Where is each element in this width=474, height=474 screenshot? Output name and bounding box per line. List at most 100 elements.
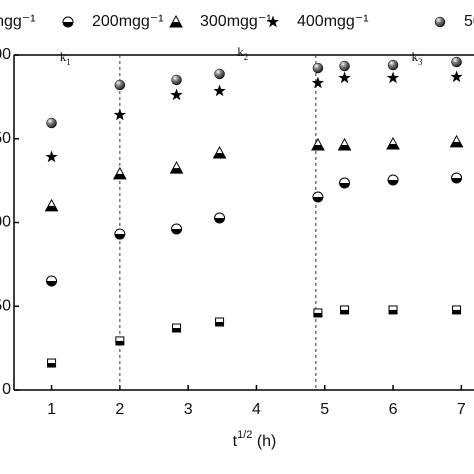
x-tick-label: 7 — [457, 401, 466, 418]
marker-part — [450, 141, 463, 147]
data-point — [214, 212, 226, 224]
y-tick-label: 200 — [0, 46, 11, 63]
marker-part — [170, 22, 182, 27]
marker-part — [313, 312, 322, 317]
x-tick-label: 4 — [252, 401, 261, 418]
marker-part — [387, 143, 400, 149]
label-part: k — [237, 44, 244, 59]
label-part: t — [233, 433, 238, 450]
data-point — [449, 134, 464, 148]
data-point — [212, 145, 227, 159]
marker-part — [46, 280, 57, 286]
marker-part — [114, 79, 126, 91]
data-point — [171, 223, 183, 235]
marker-part — [312, 197, 323, 203]
label-part: 2 — [244, 52, 249, 62]
data-point — [46, 117, 57, 129]
y-tick-label: 100 — [0, 214, 11, 231]
data-point — [337, 137, 352, 151]
marker-part — [113, 173, 126, 179]
legend-entry: 500mgg⁻¹ — [434, 13, 474, 30]
marker-part — [63, 22, 73, 27]
marker-part — [213, 84, 226, 97]
legend-label: 500mgg⁻¹ — [464, 13, 474, 30]
marker-part — [45, 150, 58, 163]
marker-part — [338, 71, 351, 84]
label-part: 1 — [66, 57, 71, 67]
marker-part — [452, 309, 461, 314]
x-tick-label: 5 — [320, 401, 329, 418]
y-tick-label: 150 — [0, 130, 11, 147]
data-point — [387, 174, 399, 186]
data-point — [47, 358, 57, 368]
data-point — [44, 198, 59, 212]
x-tick-label: 6 — [389, 401, 398, 418]
legend-entry: 400mgg⁻¹ — [266, 13, 369, 30]
y-tick-label: 50 — [0, 297, 11, 314]
marker-part — [214, 68, 225, 80]
label-part: 3 — [418, 57, 423, 67]
data-point — [114, 79, 126, 91]
x-tick-label: 2 — [115, 401, 124, 418]
data-point — [451, 56, 462, 68]
marker-part — [386, 71, 400, 84]
data-point — [386, 136, 400, 150]
marker-part — [450, 70, 463, 83]
data-point — [170, 88, 183, 101]
data-point — [172, 323, 182, 333]
data-point — [339, 60, 350, 72]
marker-part — [172, 328, 181, 333]
data-point — [169, 161, 184, 174]
marker-part — [451, 177, 462, 183]
data-point — [311, 137, 325, 151]
marker-part — [338, 144, 351, 150]
data-point — [115, 336, 125, 346]
marker-part — [170, 168, 183, 174]
data-point — [340, 305, 350, 315]
marker-part — [115, 340, 124, 345]
data-point — [214, 68, 225, 80]
marker-part — [171, 74, 182, 86]
marker-part — [311, 76, 325, 89]
marker-part — [451, 56, 462, 68]
data-point — [45, 150, 58, 163]
data-point — [313, 308, 323, 318]
marker-part — [434, 16, 446, 28]
data-point — [387, 59, 399, 71]
marker-part — [339, 182, 350, 188]
marker-part — [45, 205, 58, 211]
annotation: k2 — [237, 44, 248, 62]
data-point — [311, 76, 325, 89]
data-point — [113, 108, 127, 121]
label-part: k — [60, 49, 67, 64]
data-point — [450, 70, 463, 83]
marker-part — [389, 309, 398, 314]
data-point — [452, 305, 462, 315]
legend-label: 200mgg⁻¹ — [92, 13, 164, 30]
marker-part — [388, 179, 399, 185]
marker-part — [46, 117, 57, 129]
legend-label: 300mgg⁻¹ — [200, 13, 272, 30]
marker-part — [312, 62, 324, 74]
data-point — [312, 191, 324, 203]
legend-entry: 100mgg⁻¹ — [0, 13, 36, 30]
marker-part — [339, 60, 350, 72]
data-point — [386, 71, 400, 84]
marker-part — [113, 108, 127, 121]
marker-part — [266, 15, 280, 28]
marker-part — [214, 217, 225, 223]
marker-part — [387, 59, 399, 71]
x-tick-label: 3 — [184, 401, 193, 418]
legend-entry: 300mgg⁻¹ — [169, 13, 272, 30]
y-tick-label: 0 — [2, 381, 11, 398]
data-point — [215, 317, 225, 327]
data-point — [113, 166, 127, 180]
data-point — [171, 74, 182, 86]
marker-part — [311, 144, 324, 150]
data-point — [213, 84, 226, 97]
data-point — [46, 275, 58, 287]
marker-part — [170, 88, 183, 101]
annotation: k1 — [60, 49, 71, 67]
data-point — [451, 172, 463, 184]
